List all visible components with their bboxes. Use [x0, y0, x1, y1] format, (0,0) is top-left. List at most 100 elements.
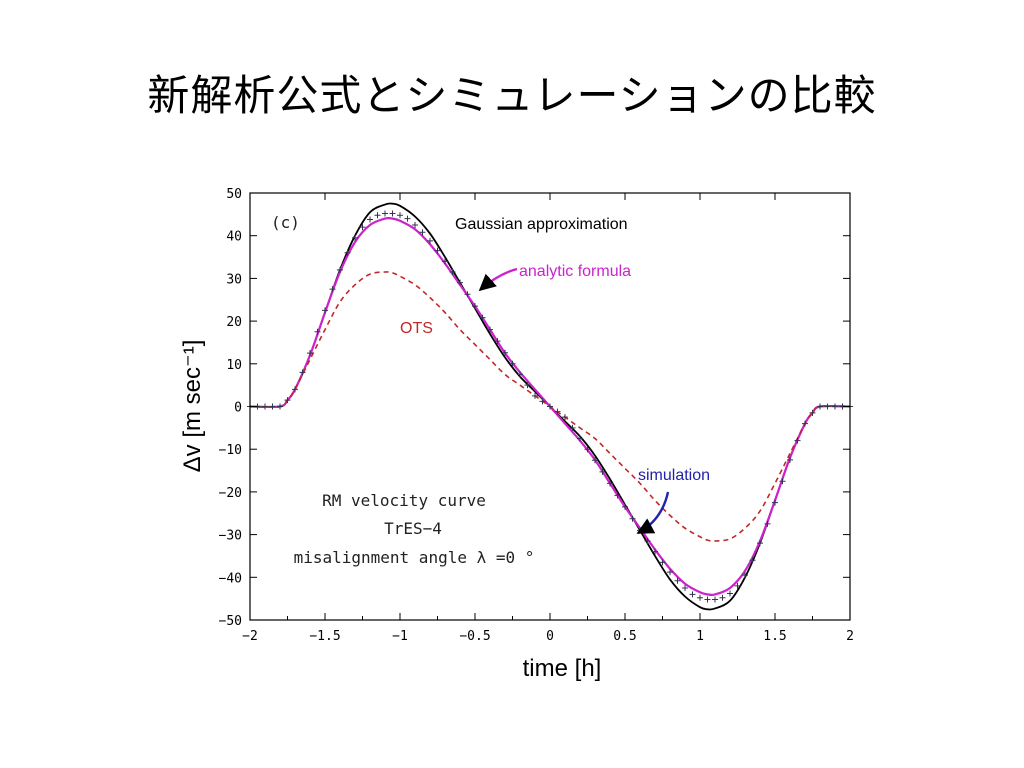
simulation-point	[689, 591, 696, 598]
simulation-point	[277, 403, 283, 410]
simulation-point	[502, 349, 508, 356]
y-tick-label: 20	[226, 315, 242, 330]
simulation-point	[427, 237, 433, 244]
simulation-point	[757, 540, 763, 547]
slide-title: 新解析公式とシミュレーションの比較	[147, 71, 877, 120]
simulation-point	[614, 492, 621, 499]
simulation-point	[772, 499, 778, 506]
simulation-point	[659, 559, 666, 566]
info-line-2: TrES−4	[384, 519, 442, 538]
simulation-point	[337, 266, 343, 273]
simulation-point	[517, 371, 523, 378]
simulation-point	[629, 515, 636, 522]
simulation-point	[464, 291, 471, 298]
simulation-point	[704, 596, 711, 603]
simulation-point	[584, 446, 591, 453]
simulation-point	[719, 594, 726, 601]
panel-label: (c)	[271, 213, 300, 232]
simulation-point	[674, 577, 681, 584]
simulation-arrow	[636, 491, 670, 535]
simulation-point	[524, 382, 531, 389]
simulation-point	[667, 569, 673, 576]
simulation-point	[727, 590, 733, 597]
x-tick-label: −1.5	[309, 629, 340, 644]
y-tick-label: 40	[226, 230, 242, 245]
simulation-point	[562, 414, 568, 421]
x-tick-label: 0.5	[613, 629, 636, 644]
simulation-point	[329, 286, 336, 293]
simulation-point	[457, 279, 463, 286]
simulation-point	[599, 468, 606, 475]
x-tick-label: −2	[242, 629, 258, 644]
simulation-point	[697, 594, 703, 601]
gaussian-label: Gaussian approximation	[455, 216, 628, 233]
simulation-point	[412, 222, 418, 229]
simulation-point	[547, 403, 553, 410]
y-tick-label: 10	[226, 358, 242, 373]
simulation-point	[479, 314, 486, 321]
info-line-3: misalignment angle λ =0 °	[294, 548, 535, 567]
simulation-point	[734, 582, 741, 589]
y-tick-label: 50	[226, 187, 242, 202]
simulation-point	[802, 420, 808, 427]
simulation-point	[472, 303, 478, 310]
simulation-label: simulation	[638, 467, 710, 484]
x-tick-label: −1	[392, 629, 408, 644]
simulation-point	[284, 397, 291, 404]
simulation-point	[389, 210, 396, 217]
simulation-point	[532, 392, 538, 399]
simulation-point	[404, 215, 411, 222]
x-tick-label: 1	[696, 629, 704, 644]
simulation-point	[494, 338, 501, 345]
x-tick-label: 2	[846, 629, 854, 644]
simulation-point	[322, 307, 328, 314]
simulation-point	[607, 480, 613, 487]
simulation-point	[764, 520, 771, 527]
y-tick-label: −20	[219, 486, 242, 501]
x-axis-title: time [h]	[523, 655, 602, 682]
info-line-1: RM velocity curve	[322, 491, 486, 510]
simulation-point	[344, 249, 351, 256]
simulation-point	[644, 538, 651, 545]
simulation-point	[749, 557, 756, 564]
series-simulation	[247, 210, 853, 603]
plot-series	[247, 202, 853, 611]
simulation-point	[449, 268, 456, 275]
y-tick-label: 0	[234, 401, 242, 416]
axis-ticks	[249, 192, 851, 621]
simulation-point	[487, 326, 493, 333]
simulation-point	[592, 457, 598, 464]
simulation-point	[742, 572, 748, 579]
simulation-point	[809, 409, 816, 416]
y-axis-title: Δv [m sec⁻¹]	[179, 340, 206, 473]
simulation-point	[292, 386, 298, 393]
simulation-point	[434, 247, 441, 254]
simulation-point	[554, 408, 561, 415]
y-tick-label: 30	[226, 272, 242, 287]
simulation-point	[817, 403, 823, 410]
simulation-point	[779, 478, 786, 485]
simulation-point	[577, 435, 583, 442]
simulation-point	[374, 212, 381, 219]
simulation-point	[307, 350, 313, 357]
simulation-point	[359, 224, 366, 231]
simulation-point	[442, 258, 448, 265]
simulation-point	[569, 424, 576, 431]
simulation-point	[314, 328, 321, 335]
simulation-point	[382, 210, 388, 217]
simulation-point	[794, 437, 801, 444]
simulation-point	[652, 548, 658, 555]
simulation-point	[367, 216, 373, 223]
simulation-point	[622, 503, 628, 510]
simulation-point	[509, 360, 516, 367]
analytic-label: analytic formula	[519, 263, 631, 280]
simulation-point	[269, 403, 276, 410]
simulation-point	[682, 584, 688, 591]
y-tick-label: −30	[219, 529, 242, 544]
simulation-point	[352, 234, 358, 241]
simulation-point	[299, 369, 306, 376]
axis-tick-labels: −2 −1.5 −1 −0.5 0 0.5 1 1.5 2 50 40 30 20 10 0 −10 −20 −3…	[219, 187, 854, 644]
simulation-point	[397, 212, 403, 219]
simulation-point	[787, 456, 793, 463]
